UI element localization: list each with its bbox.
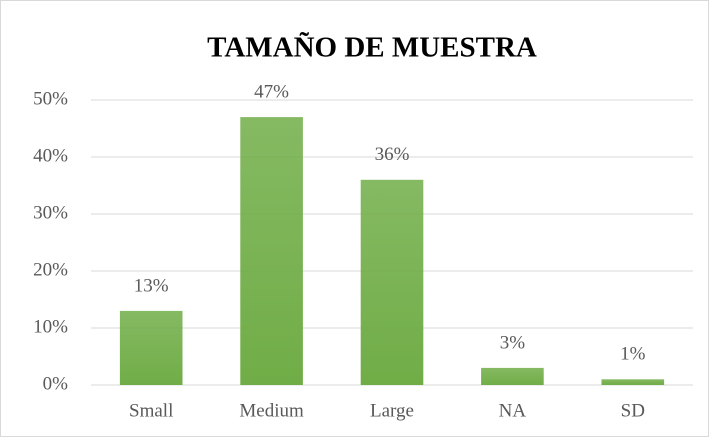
bar bbox=[119, 310, 183, 385]
bar bbox=[601, 379, 665, 385]
data-label: 1% bbox=[620, 344, 646, 365]
y-tick-label: 30% bbox=[33, 202, 68, 223]
bar bbox=[360, 179, 424, 385]
x-tick-label: NA bbox=[499, 400, 527, 421]
y-tick-label: 0% bbox=[43, 373, 69, 394]
data-label: 36% bbox=[375, 144, 410, 165]
y-tick-label: 20% bbox=[33, 259, 68, 280]
chart-title: TAMAÑO DE MUESTRA bbox=[207, 31, 537, 64]
x-tick-label: Large bbox=[370, 400, 414, 421]
x-tick-label: SD bbox=[621, 400, 645, 421]
y-tick-label: 50% bbox=[33, 88, 68, 109]
bar bbox=[481, 367, 544, 385]
data-label: 47% bbox=[254, 81, 289, 102]
x-tick-label: Small bbox=[129, 400, 173, 421]
x-tick-label: Medium bbox=[239, 400, 304, 421]
bar bbox=[240, 117, 303, 385]
y-tick-label: 40% bbox=[33, 145, 68, 166]
y-tick-label: 10% bbox=[33, 316, 68, 337]
data-label: 3% bbox=[500, 332, 526, 353]
data-label: 13% bbox=[134, 275, 169, 296]
